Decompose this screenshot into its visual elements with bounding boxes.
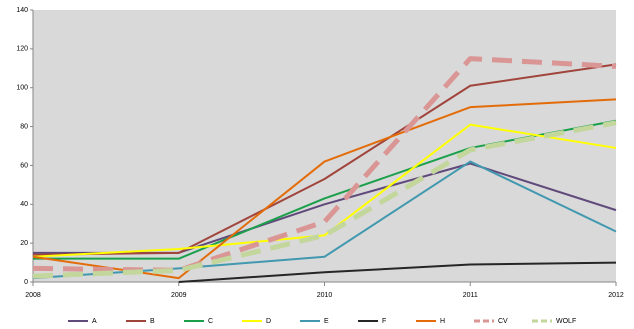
legend-label: WOLF bbox=[556, 318, 576, 325]
y-tick-label: 0 bbox=[24, 279, 28, 286]
series-line bbox=[178, 261, 617, 283]
x-tick-label: 2008 bbox=[25, 292, 41, 299]
x-tick-label: 2011 bbox=[463, 292, 478, 299]
y-tick-label: 120 bbox=[16, 46, 28, 53]
legend-label: CV bbox=[498, 318, 508, 325]
y-tick-label: 40 bbox=[20, 201, 28, 208]
legend-label: A bbox=[92, 318, 97, 325]
series-line bbox=[32, 63, 617, 256]
series-line bbox=[32, 56, 617, 273]
y-tick-label: 20 bbox=[20, 240, 28, 247]
y-tick-label: 80 bbox=[20, 123, 28, 130]
x-tick-label: 2010 bbox=[317, 292, 333, 299]
plot-area bbox=[33, 10, 616, 282]
legend-label: C bbox=[208, 318, 213, 325]
legend-label: E bbox=[324, 318, 329, 325]
legend-label: H bbox=[440, 318, 445, 325]
series-line bbox=[32, 120, 617, 279]
legend-label: D bbox=[266, 318, 271, 325]
y-tick-label: 100 bbox=[16, 85, 28, 92]
legend-label: B bbox=[150, 318, 155, 325]
y-tick-label: 140 bbox=[16, 7, 28, 14]
x-tick-label: 2009 bbox=[171, 292, 187, 299]
series-line bbox=[32, 123, 617, 258]
legend-label: F bbox=[382, 318, 386, 325]
x-tick-label: 2012 bbox=[608, 292, 624, 299]
y-tick-label: 60 bbox=[20, 162, 28, 169]
